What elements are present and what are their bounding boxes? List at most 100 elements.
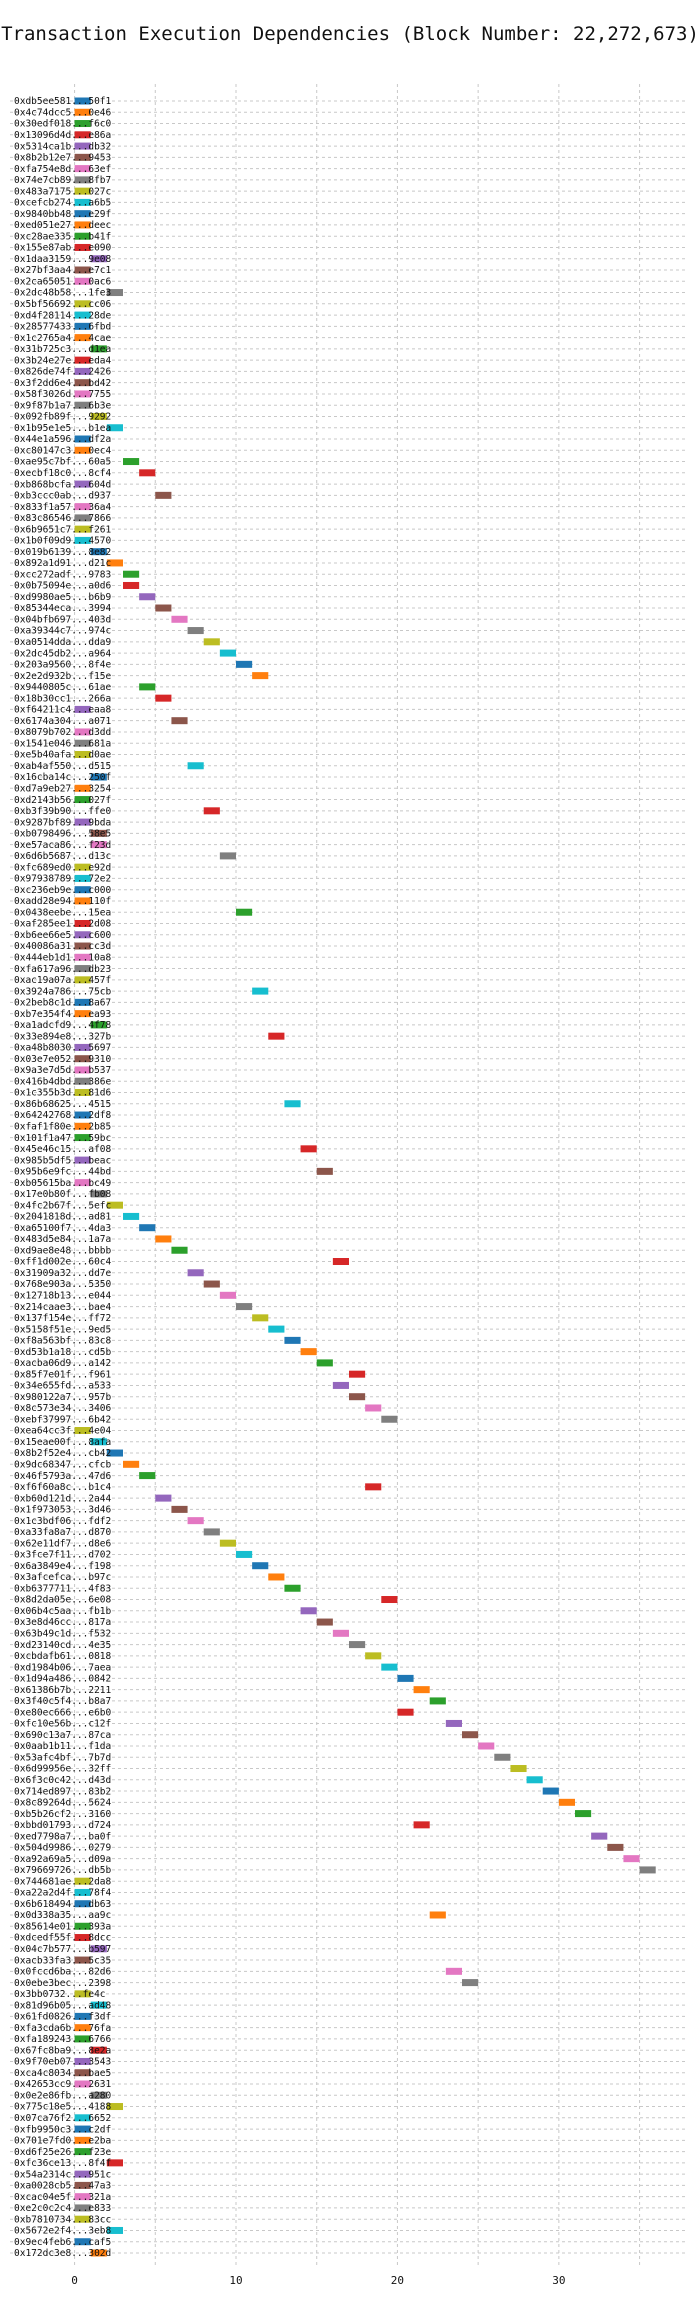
transaction-label: 0xfa617a96...db23 — [14, 964, 111, 975]
transaction-bar — [74, 1922, 91, 1930]
transaction-bar — [607, 1843, 624, 1851]
transaction-label: 0x03e7e052...9310 — [14, 1054, 112, 1065]
transaction-bar — [106, 2226, 123, 2234]
transaction-bar — [74, 2012, 91, 2020]
transaction-label: 0x092fb89f...9292 — [14, 412, 111, 423]
transaction-label: 0xb3ccc0ab...d937 — [14, 491, 111, 502]
transaction-bar — [74, 2069, 91, 2077]
transaction-label: 0xa65100f7...4da3 — [14, 1223, 111, 1234]
transaction-bar — [74, 232, 91, 240]
transaction-label: 0x0ebe3bec...2398 — [14, 1978, 112, 1989]
transaction-bar — [74, 356, 91, 364]
transaction-label: 0xfc10e56b...c12f — [14, 1719, 111, 1730]
transaction-label: 0xb5b26cf2...3160 — [14, 1809, 112, 1820]
transaction-bar — [74, 2125, 91, 2133]
transaction-label: 0x3f40c5f4...b8a7 — [14, 1696, 111, 1707]
transaction-label: 0x17e0b80f...fb08 — [14, 1189, 112, 1200]
transaction-bar — [74, 1877, 91, 1885]
transaction-label: 0x6b9651c7...f261 — [14, 524, 112, 535]
transaction-bar — [74, 153, 91, 161]
transaction-bar — [332, 1629, 349, 1637]
transaction-bar — [74, 514, 91, 522]
transaction-label: 0x6a3849e4...f198 — [14, 1561, 112, 1572]
transaction-bar — [74, 1900, 91, 1908]
transaction-bar — [106, 1449, 123, 1457]
transaction-label: 0x775c18e5...4188 — [14, 2102, 112, 2113]
transaction-label: 0x833f1a57...36a4 — [14, 502, 112, 513]
transaction-label: 0x8079b702...d3dd — [14, 727, 111, 738]
transaction-label: 0xd9ae8e48...bbbb — [14, 1245, 112, 1256]
transaction-bar — [462, 1979, 479, 1987]
transaction-bar — [74, 120, 91, 128]
transaction-label: 0xed7798a7...ba0f — [14, 1831, 111, 1842]
transaction-bar — [171, 717, 188, 725]
transaction-bar — [74, 446, 91, 454]
transaction-label: 0x67fc8ba9...8e2a — [14, 2045, 111, 2056]
transaction-label: 0x5bf56692...cc06 — [14, 299, 112, 310]
transaction-label: 0xb05615ba...bc49 — [14, 1178, 112, 1189]
transaction-bar — [90, 548, 107, 556]
transaction-bar — [106, 424, 123, 432]
transaction-bar — [187, 1517, 204, 1525]
transaction-bar — [74, 131, 91, 139]
transaction-label: 0x483a7175...027c — [14, 186, 111, 197]
transaction-bar — [332, 1258, 349, 1266]
transaction-bar — [74, 97, 91, 105]
transaction-bar — [381, 1596, 398, 1604]
transaction-label: 0x0e2e86fb...a280 — [14, 2090, 112, 2101]
transaction-label: 0x46f5793a...47d6 — [14, 1471, 112, 1482]
transaction-bar — [236, 908, 253, 916]
transaction-label: 0x1c3bdf06...fdf2 — [14, 1516, 111, 1527]
transaction-bar — [155, 491, 172, 499]
transaction-label: 0xacba06d9...a142 — [14, 1358, 111, 1369]
transaction-label: 0xb6377711...4f83 — [14, 1583, 111, 1594]
transaction-bar — [268, 1325, 285, 1333]
transaction-bar — [74, 221, 91, 229]
transaction-bar — [74, 2136, 91, 2144]
transaction-bar — [90, 255, 107, 263]
transaction-label: 0x62e11df7...d8e6 — [14, 1538, 112, 1549]
transaction-label: 0x1b0f09d9...4570 — [14, 536, 112, 547]
transaction-label: 0x1c2765a4...4cae — [14, 333, 112, 344]
transaction-bar — [74, 874, 91, 882]
transaction-label: 0xd53b1a18...cd5b — [14, 1347, 112, 1358]
transaction-label: 0x85614e01...393a — [14, 1921, 111, 1932]
transaction-label: 0xac19a07a...457f — [14, 975, 111, 986]
transaction-label: 0x2beb8c1d...8a67 — [14, 998, 111, 1009]
transaction-label: 0x2041818d...ad81 — [14, 1212, 112, 1223]
transaction-label: 0x54a2314c...951c — [14, 2169, 111, 2180]
transaction-bar — [542, 1787, 559, 1795]
transaction-label: 0xfaf1f80e...2b85 — [14, 1121, 111, 1132]
transaction-bar — [74, 739, 91, 747]
transaction-bar — [74, 187, 91, 195]
transaction-bar — [74, 2035, 91, 2043]
transaction-bar — [90, 841, 107, 849]
transaction-bar — [171, 1505, 188, 1513]
transaction-label: 0x79669726...db5b — [14, 1865, 112, 1876]
transaction-label: 0x155e87ab...e090 — [14, 243, 112, 254]
transaction-label: 0xb868bcfa...604d — [14, 479, 111, 490]
transaction-label: 0xa0514dda...dda9 — [14, 637, 112, 648]
transaction-label: 0xdcedf55f...8dcc — [14, 1933, 111, 1944]
transaction-label: 0xc236eb9e...c000 — [14, 885, 112, 896]
transaction-label: 0x5314ca1b...db32 — [14, 141, 111, 152]
transaction-bar — [203, 1280, 220, 1288]
transaction-label: 0x9f87b1a7...6b3e — [14, 400, 112, 411]
transaction-label: 0x27bf3aa4...e7c1 — [14, 265, 112, 276]
transaction-label: 0x04c7b577...b597 — [14, 1944, 111, 1955]
transaction-bar — [74, 435, 91, 443]
transaction-bar — [74, 2114, 91, 2122]
transaction-bar — [74, 705, 91, 713]
transaction-bar — [123, 1460, 140, 1468]
transaction-label: 0x3b24e27e...eda4 — [14, 355, 112, 366]
transaction-label: 0xaf285ee1...2d08 — [14, 919, 112, 930]
transaction-label: 0x0d338a35...aa9c — [14, 1910, 111, 1921]
transaction-label: 0x97938789...72e2 — [14, 874, 111, 885]
transaction-label: 0x2dc45db2...a964 — [14, 648, 112, 659]
transaction-label: 0x61fd0826...f3df — [14, 2012, 111, 2023]
transaction-label: 0x83c86546...7866 — [14, 513, 112, 524]
transaction-bar — [90, 345, 107, 353]
transaction-bar — [74, 2170, 91, 2178]
transaction-label: 0x9840bb48...e29f — [14, 209, 111, 220]
transaction-bar — [252, 1314, 269, 1322]
